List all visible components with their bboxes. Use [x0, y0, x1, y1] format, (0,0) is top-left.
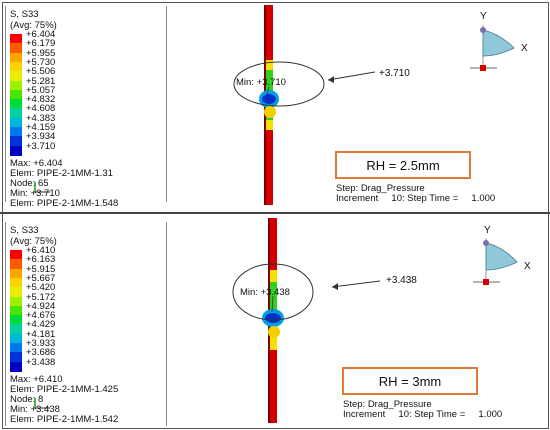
scale-swatch [10, 277, 22, 288]
axis-triad-2 [485, 242, 518, 271]
scale-swatch [10, 108, 22, 119]
scale-value: +5.281 [26, 75, 56, 87]
node-label: Node: 65 [10, 178, 49, 189]
scale-value: +3.710 [26, 140, 56, 152]
scale-value: +5.915 [26, 263, 56, 275]
increment-line: Increment 10: Step Time = 1.000 [336, 193, 496, 204]
scale-swatch [10, 315, 22, 326]
scale-value: +4.383 [26, 112, 56, 124]
min-element: Elem: PIPE-2-1MM-1.548 [10, 198, 119, 209]
legend-title: S, S33 [10, 9, 39, 20]
scale-swatch [10, 99, 22, 110]
scale-swatch [10, 333, 22, 344]
scale-swatch [10, 61, 22, 72]
scale-value: +3.438 [26, 356, 56, 368]
rh-label-box: RH = 3mm [342, 367, 478, 395]
scale-swatch [10, 127, 22, 137]
scale-swatch [10, 361, 22, 372]
scale-swatch [10, 259, 22, 270]
max-value: Max: +6.410 [10, 374, 63, 385]
scale-swatch [10, 117, 22, 128]
min-value: Min: +3.710 [10, 188, 60, 199]
scale-value: +4.608 [26, 103, 56, 115]
max-element: Elem: PIPE-2-1MM-1.31 [10, 168, 113, 179]
scale-value: +4.924 [26, 300, 56, 312]
scale-swatch [10, 80, 22, 91]
panel-divider [0, 212, 550, 214]
axis-x-label: X [524, 261, 531, 272]
scale-value: +5.730 [26, 56, 56, 68]
max-value: Max: +6.404 [10, 158, 63, 169]
scale-value: +4.676 [26, 310, 56, 322]
step-line: Step: Drag_Pressure [336, 183, 425, 194]
scale-value: +5.172 [26, 291, 56, 303]
scale-value: +4.159 [26, 122, 56, 133]
scale-value: +6.404 [26, 29, 56, 40]
legend-title: S, S33 [10, 225, 39, 236]
scale-swatch [10, 136, 22, 147]
scale-swatch [10, 324, 22, 335]
max-element: Elem: PIPE-2-1MM-1.425 [10, 384, 119, 395]
scale-swatch [10, 296, 22, 307]
scale-swatch [10, 352, 22, 363]
scale-swatch [10, 305, 22, 316]
rh-label-box: RH = 2.5mm [335, 151, 471, 179]
scale-swatch [10, 145, 22, 156]
min-value: Min: +3.438 [10, 404, 60, 415]
highlight-ellipse-2 [232, 263, 314, 321]
scale-value: +3.686 [26, 347, 56, 359]
legend-panel-2: S, S33 (Avg: 75%) +6.410 +6.163 +5.915 +5.6… [5, 222, 167, 426]
scale-swatch [10, 43, 22, 54]
axis-triad-1 [482, 29, 515, 57]
scale-value: +4.832 [26, 94, 56, 106]
scale-swatch [10, 343, 22, 353]
min-marker-label: Min: +3.438 [240, 287, 290, 298]
axis-x-label: X [521, 43, 528, 54]
scale-value: +5.955 [26, 47, 56, 59]
callout-value: +3.438 [386, 275, 417, 286]
legend-subtitle: (Avg: 75%) [10, 236, 57, 247]
scale-value: +5.057 [26, 84, 56, 96]
legend-subtitle: (Avg: 75%) [10, 20, 57, 31]
scale-value: +4.429 [26, 319, 56, 331]
scale-value: +6.410 [26, 245, 56, 256]
scale-value: +5.506 [26, 66, 56, 78]
scale-swatch [10, 34, 22, 44]
scale-value: +6.163 [26, 254, 56, 266]
legend-panel-1: S, S33 (Avg: 75%) +6.404 +6.179 +5.955 +5.7… [5, 6, 167, 209]
scale-value: +5.420 [26, 282, 56, 294]
scale-swatch [10, 268, 22, 279]
step-line: Step: Drag_Pressure [343, 399, 432, 410]
scale-swatch [10, 287, 22, 298]
axis-y-label: Y [484, 225, 491, 236]
highlight-ellipse-1 [233, 61, 325, 107]
min-element: Elem: PIPE-2-1MM-1.542 [10, 414, 119, 425]
scale-swatch [10, 52, 22, 63]
axis-y-label: Y [480, 11, 487, 22]
scale-value: +3.934 [26, 131, 56, 143]
node-label: Node: 8 [10, 394, 44, 405]
scale-swatch [10, 71, 22, 82]
min-marker-label: Min: +3.710 [236, 77, 286, 88]
increment-line: Increment 10: Step Time = 1.000 [343, 409, 503, 420]
scale-value: +3.933 [26, 338, 56, 349]
scale-value: +5.667 [26, 272, 56, 284]
callout-value: +3.710 [379, 68, 410, 79]
scale-value: +6.179 [26, 38, 56, 50]
scale-value: +4.181 [26, 328, 56, 340]
scale-swatch [10, 250, 22, 260]
scale-swatch [10, 89, 22, 100]
